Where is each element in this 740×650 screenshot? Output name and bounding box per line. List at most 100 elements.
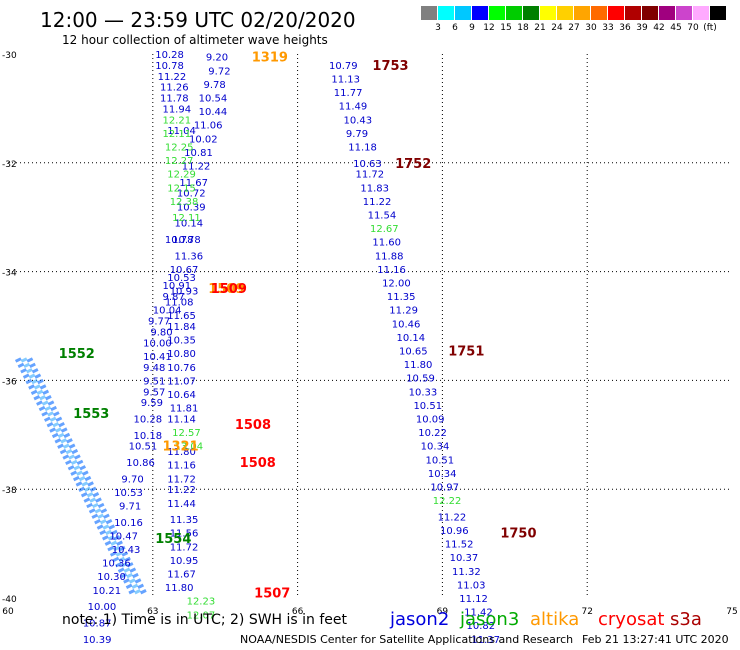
wave-height-value: 10.54 xyxy=(199,94,228,105)
chart-subtitle: 12 hour collection of altimeter wave hei… xyxy=(62,33,328,47)
wave-height-value: 9.71 xyxy=(119,502,141,513)
color-scale-label: 15 xyxy=(500,23,512,33)
wave-height-value: 10.21 xyxy=(92,586,121,597)
wave-height-value: 11.72 xyxy=(356,170,385,181)
wave-height-value: 11.44 xyxy=(167,499,196,510)
track-time-label: 1553 xyxy=(73,407,109,422)
wave-height-value: 10.09 xyxy=(416,414,445,425)
wave-height-value: 11.35 xyxy=(170,515,199,526)
diagonal-track-band xyxy=(26,357,148,597)
color-scale-label: 30 xyxy=(585,23,597,33)
wave-height-value: 10.35 xyxy=(167,336,196,347)
wave-height-value: 11.22 xyxy=(182,162,211,173)
wave-height-value: 12.38 xyxy=(170,197,199,208)
wave-height-value: 10.51 xyxy=(426,455,455,466)
x-tick-label: 66 xyxy=(292,607,304,617)
track-time-label: 1508 xyxy=(240,456,276,471)
wave-height-value: 10.67 xyxy=(170,265,199,276)
wave-height-value: 10.34 xyxy=(428,469,457,480)
wave-height-value: 11.36 xyxy=(175,251,204,262)
wave-height-value: 10.65 xyxy=(399,346,428,357)
chart-title: 12:00 — 23:59 UTC 02/20/2020 xyxy=(40,8,356,32)
wave-height-value: 10.30 xyxy=(97,572,126,583)
track-time-label: 1509 xyxy=(211,282,247,297)
wave-height-value: 12.27 xyxy=(165,156,194,167)
wave-height-value: 11.49 xyxy=(339,102,368,113)
wave-height-value: 11.83 xyxy=(360,183,389,194)
wave-height-value: 10.37 xyxy=(450,553,479,564)
wave-height-value: 11.18 xyxy=(348,142,377,153)
satellite-legend-cryosat: cryosat xyxy=(598,609,665,630)
wave-height-value: 10.00 xyxy=(88,602,117,613)
wave-height-value: 12.07 xyxy=(187,610,216,621)
wave-height-value: 11.16 xyxy=(167,461,196,472)
track-time-label: 1753 xyxy=(372,59,408,74)
units-note: note: 1) Time is in UTC; 2) SWH is in fe… xyxy=(62,612,348,628)
wave-height-value: 9.70 xyxy=(121,474,143,485)
track-time-label: 1507 xyxy=(254,587,290,602)
color-scale-label: 70 xyxy=(687,23,699,33)
track-time-label: 1750 xyxy=(500,527,536,542)
color-swatch xyxy=(693,6,709,20)
color-scale-label: 18 xyxy=(517,23,529,33)
color-scale-label: 12 xyxy=(483,23,495,33)
wave-height-value: 11.65 xyxy=(167,311,196,322)
wave-height-value: 13.04 xyxy=(175,442,204,453)
track-time-label: 1508 xyxy=(235,418,271,433)
track-time-label: 1321 xyxy=(162,440,198,455)
wave-height-value: 10.51 xyxy=(413,401,442,412)
color-scale-label: 33 xyxy=(602,23,614,33)
color-scale-label: 36 xyxy=(619,23,631,33)
wave-height-value: 10.44 xyxy=(199,107,228,118)
wave-height-value: 10.00 xyxy=(143,338,172,349)
wave-height-value: 11.29 xyxy=(389,306,418,317)
wave-height-value: 11.52 xyxy=(445,540,474,551)
color-swatch xyxy=(438,6,454,20)
wave-height-value: 10.95 xyxy=(170,556,199,567)
color-scale-label: (ft) xyxy=(703,23,717,33)
x-tick-label: 72 xyxy=(581,607,592,617)
wave-height-value: 11.67 xyxy=(167,570,196,581)
wave-height-value: 11.67 xyxy=(179,178,208,189)
wave-height-value: 12.11 xyxy=(162,129,191,140)
wave-height-value: 11.78 xyxy=(160,94,189,105)
wave-height-value: 11.60 xyxy=(372,238,401,249)
color-swatch xyxy=(608,6,624,20)
wave-height-value: 11.94 xyxy=(162,104,191,115)
wave-height-value: 10.41 xyxy=(143,352,172,363)
wave-height-value: 11.84 xyxy=(167,322,196,333)
track-time-label: 1509 xyxy=(208,282,244,297)
y-tick-label: -34 xyxy=(2,269,17,279)
wave-height-value: 12.29 xyxy=(167,170,196,181)
wave-height-value: 11.03 xyxy=(457,580,486,591)
color-scale-label: 27 xyxy=(568,23,580,33)
wave-height-value: 10.72 xyxy=(177,189,206,200)
wave-height-value: 10.28 xyxy=(155,50,184,61)
wave-height-value: 12.67 xyxy=(370,224,399,235)
color-swatch xyxy=(659,6,675,20)
y-tick-label: -30 xyxy=(2,51,17,61)
wave-height-value: 11.35 xyxy=(387,292,416,303)
wave-height-value: 10.16 xyxy=(114,518,143,529)
wave-height-value: 11.56 xyxy=(170,529,199,540)
wave-height-value: 10.34 xyxy=(421,442,450,453)
track-time-label: 1751 xyxy=(448,344,484,359)
wave-height-value: 9.79 xyxy=(346,129,368,140)
wave-height-value: 10.78 xyxy=(172,235,201,246)
wave-height-value: 11.72 xyxy=(167,474,196,485)
satellite-legend-altika: altika xyxy=(530,609,580,630)
wave-height-value: 9.72 xyxy=(208,66,230,77)
wave-height-value: 10.43 xyxy=(343,115,372,126)
wave-height-value: 9.51 xyxy=(143,376,165,387)
x-tick-label: 69 xyxy=(437,607,449,617)
wave-height-value: 11.80 xyxy=(404,360,433,371)
satellite-legend-jason2: jason2 xyxy=(390,609,450,630)
x-tick-label: 75 xyxy=(726,607,737,617)
wave-height-value: 11.06 xyxy=(194,121,223,132)
wave-height-value: 10.04 xyxy=(153,306,182,317)
color-scale-label: 24 xyxy=(551,23,563,33)
color-swatch xyxy=(506,6,522,20)
wave-height-value: 9.80 xyxy=(150,327,172,338)
y-tick-label: -38 xyxy=(2,486,17,496)
wave-height-value: 11.88 xyxy=(375,251,404,262)
